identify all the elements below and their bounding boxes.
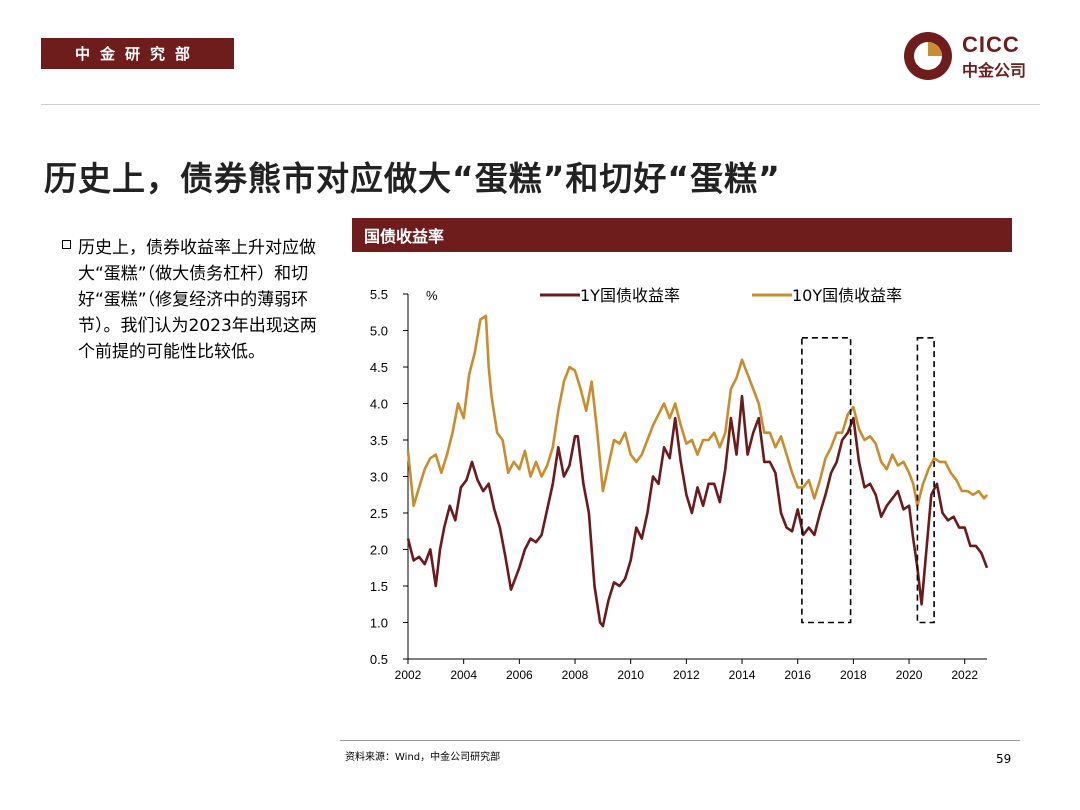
y-tick-label: 2.0 [370,543,388,558]
legend-label: 1Y国债收益率 [580,286,680,305]
logo-text-cn: 中金公司 [962,61,1027,80]
x-tick-label: 2016 [784,668,811,682]
x-tick-label: 2008 [562,668,589,682]
y-tick-label: 1.5 [370,579,388,594]
series-line-1y [406,394,989,628]
x-tick-label: 2010 [617,668,644,682]
y-tick-label: 5.5 [370,287,388,302]
x-tick-label: 2022 [951,668,978,682]
slide-title: 历史上，债券熊市对应做大“蛋糕”和切好“蛋糕” [44,159,781,198]
header-divider [41,104,1040,105]
y-tick-label: 4.0 [370,397,388,412]
y-tick-label: 1.0 [370,616,388,631]
series-line-10y [406,314,989,507]
y-tick-label: 4.5 [370,360,388,375]
chart-lines [406,314,989,628]
bullet-text: 历史上，债券收益率上升对应做大“蛋糕”（做大债务杠杆）和切好“蛋糕”（修复经济中… [78,238,317,362]
highlight-box [916,337,935,624]
source-note: 资料来源：Wind，中金公司研究部 [345,752,501,763]
chart-axes: 0.5 1.0 1.5 2.0 2.5 3.0 3.5 4.0 4.5 5.0 5.5 % 2002 20… [370,287,987,682]
x-tick-label: 2020 [896,668,923,682]
cicc-logo: CICC 中金公司 [902,30,1052,82]
y-axis-unit: % [426,288,438,303]
y-tick-label: 3.0 [370,470,388,485]
cicc-logo-icon [904,32,952,80]
y-tick-label: 3.5 [370,433,388,448]
chart-header: 国债收益率 [352,218,1012,252]
logo-text-en: CICC [962,32,1020,57]
x-tick-label: 2002 [395,668,422,682]
footer-divider [340,740,1020,741]
y-tick-label: 5.0 [370,324,388,339]
square-bullet-icon [62,240,71,249]
x-tick-label: 2006 [506,668,533,682]
y-tick-label: 0.5 [370,652,388,667]
chart-legend: 1Y国债收益率 10Y国债收益率 [540,286,902,305]
bullet-point: 历史上，债券收益率上升对应做大“蛋糕”（做大债务杠杆）和切好“蛋糕”（修复经济中… [62,235,332,365]
y-tick-label: 2.5 [370,506,388,521]
x-tick-label: 2014 [729,668,756,682]
x-tick-label: 2018 [840,668,867,682]
legend-label: 10Y国债收益率 [792,286,902,305]
x-tick-label: 2012 [673,668,700,682]
highlight-box [801,337,852,624]
page-number: 59 [996,752,1012,766]
chart-highlight-boxes [801,337,935,624]
yield-line-chart: 0.5 1.0 1.5 2.0 2.5 3.0 3.5 4.0 4.5 5.0 5.5 % 2002 20… [370,286,989,682]
department-badge: 中金研究部 [41,38,234,69]
x-tick-label: 2004 [450,668,477,682]
